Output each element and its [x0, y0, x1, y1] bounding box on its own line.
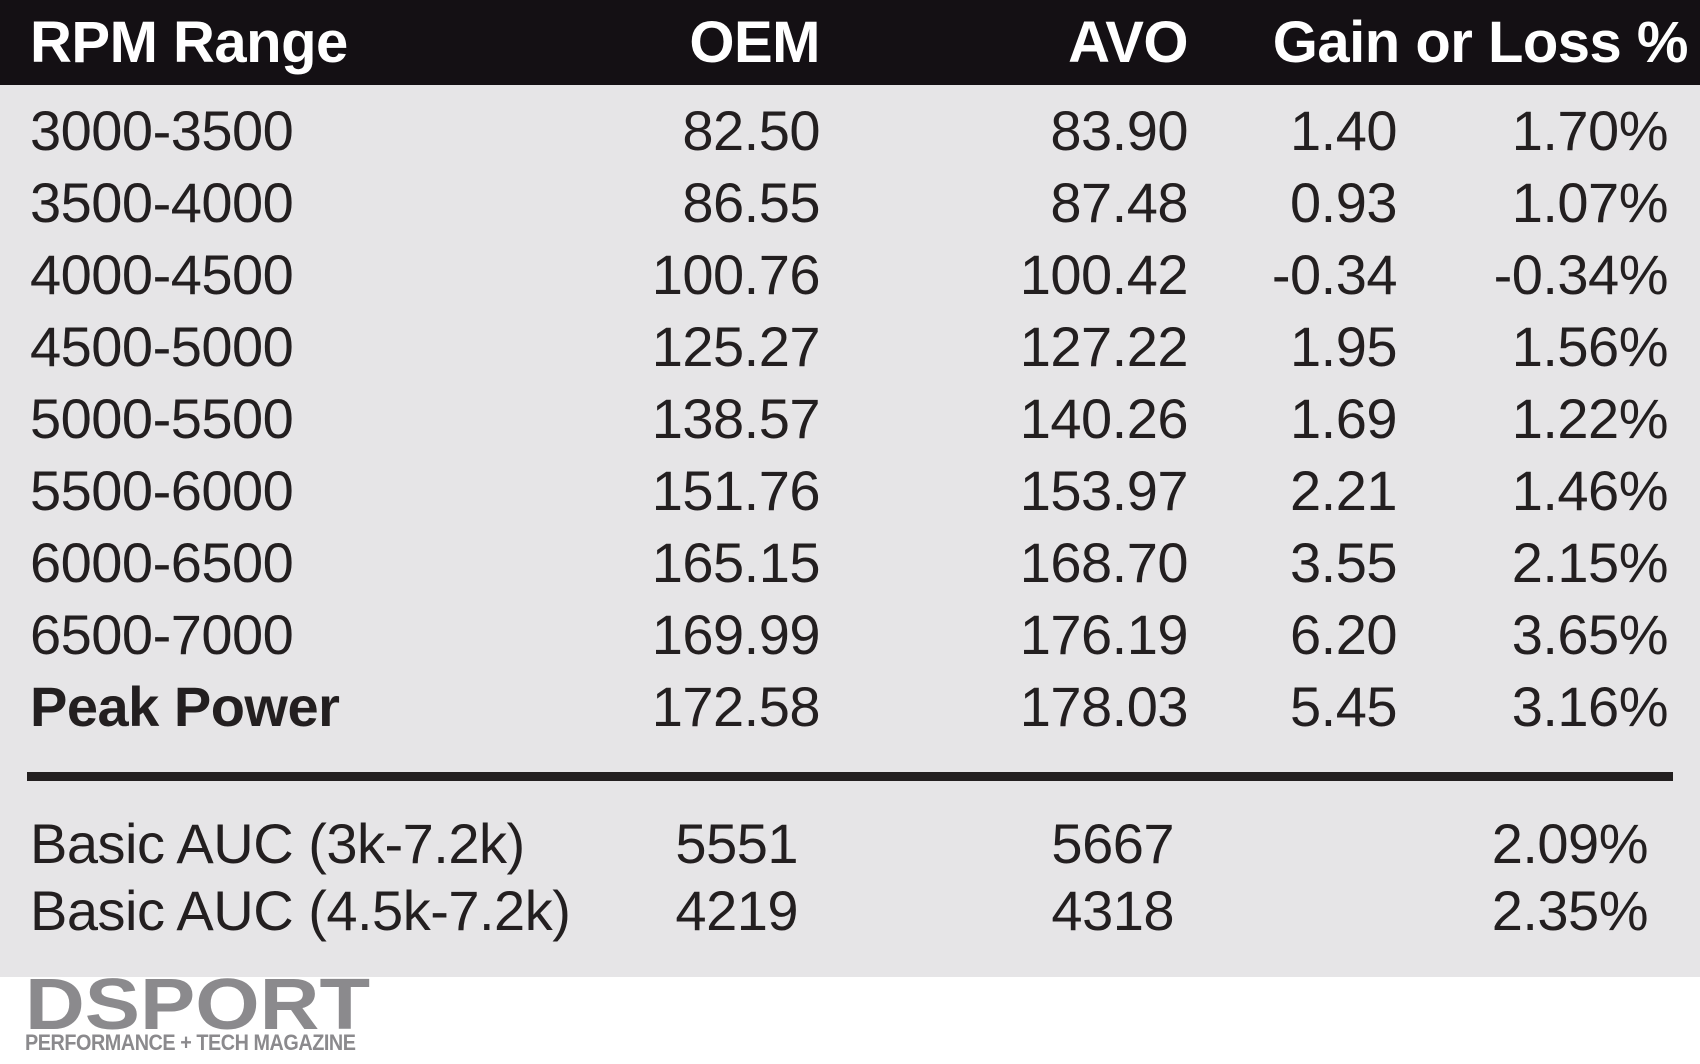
gain-value-cell: 1.95: [1290, 315, 1398, 378]
gain-percent-cell: 1.07%: [1511, 171, 1669, 234]
gain-empty-cell: [1188, 877, 1397, 944]
gain-percent-cell: -0.34%: [1493, 243, 1669, 306]
summary-row: Basic AUC (3k-7.2k) 5551 5667 2.09%: [0, 810, 1700, 877]
gain-percent-cell: 1.70%: [1511, 99, 1669, 162]
table-row: 6500-7000 169.99 176.19 6.20 3.65%: [0, 599, 1700, 671]
summary-row: Basic AUC (4.5k-7.2k) 4219 4318 2.35%: [0, 877, 1700, 944]
table-row: 6000-6500 165.15 168.70 3.55 2.15%: [0, 527, 1700, 599]
footer: DSPORT PERFORMANCE + TECH MAGAZINE: [0, 965, 1700, 1064]
summary-divider-line: [27, 772, 1673, 781]
gain-value-cell: -0.34: [1271, 243, 1398, 306]
rpm-range-cell: 4000-4500: [30, 243, 294, 306]
auc-percent-cell: 2.35%: [1491, 879, 1649, 942]
auc-summary-rows: Basic AUC (3k-7.2k) 5551 5667 2.09% Basi…: [0, 810, 1700, 944]
avo-value-cell: 168.70: [1019, 531, 1189, 594]
table-row: 4500-5000 125.27 127.22 1.95 1.56%: [0, 311, 1700, 383]
gain-percent-cell: 3.16%: [1511, 675, 1669, 738]
oem-value-cell: 86.55: [682, 171, 820, 234]
avo-value-cell: 100.42: [1019, 243, 1189, 306]
column-header-rpm-range: RPM Range: [30, 10, 348, 75]
oem-value-cell: 82.50: [682, 99, 820, 162]
oem-auc-cell: 5551: [675, 812, 798, 875]
table-row: 3500-4000 86.55 87.48 0.93 1.07%: [0, 167, 1700, 239]
gain-value-cell: 1.69: [1290, 387, 1398, 450]
rpm-range-cell: 6000-6500: [30, 531, 294, 594]
table-row: 5500-6000 151.76 153.97 2.21 1.46%: [0, 455, 1700, 527]
table-row: 4000-4500 100.76 100.42 -0.34 -0.34%: [0, 239, 1700, 311]
rpm-range-cell: 5000-5500: [30, 387, 294, 450]
avo-value-cell: 83.90: [1050, 99, 1188, 162]
table-row: Peak Power 172.58 178.03 5.45 3.16%: [0, 671, 1700, 743]
auc-percent-cell: 2.09%: [1491, 812, 1649, 875]
column-header-avo: AVO: [1068, 10, 1188, 75]
avo-auc-cell: 4318: [1051, 879, 1174, 942]
gain-percent-cell: 1.46%: [1511, 459, 1669, 522]
auc-label-cell: Basic AUC (4.5k-7.2k): [30, 879, 571, 942]
dsport-logo-tagline: PERFORMANCE + TECH MAGAZINE: [25, 1030, 356, 1055]
table-header-row: RPM Range OEM AVO Gain or Loss %: [0, 0, 1700, 85]
table-row: 3000-3500 82.50 83.90 1.40 1.70%: [0, 95, 1700, 167]
gain-percent-cell: 1.22%: [1511, 387, 1669, 450]
avo-value-cell: 176.19: [1019, 603, 1189, 666]
avo-auc-cell: 5667: [1051, 812, 1174, 875]
gain-value-cell: 1.40: [1290, 99, 1398, 162]
table-row: 5000-5500 138.57 140.26 1.69 1.22%: [0, 383, 1700, 455]
gain-value-cell: 0.93: [1290, 171, 1398, 234]
oem-value-cell: 169.99: [651, 603, 821, 666]
oem-value-cell: 125.27: [651, 315, 821, 378]
rpm-rows: 3000-3500 82.50 83.90 1.40 1.70% 3500-40…: [0, 95, 1700, 743]
rpm-range-cell: Peak Power: [30, 675, 340, 738]
oem-value-cell: 138.57: [651, 387, 821, 450]
avo-value-cell: 178.03: [1019, 675, 1189, 738]
auc-label-cell: Basic AUC (3k-7.2k): [30, 812, 525, 875]
oem-value-cell: 165.15: [651, 531, 821, 594]
rpm-range-cell: 3000-3500: [30, 99, 294, 162]
rpm-range-cell: 4500-5000: [30, 315, 294, 378]
gain-value-cell: 5.45: [1290, 675, 1398, 738]
gain-value-cell: 3.55: [1290, 531, 1398, 594]
gain-value-cell: 2.21: [1290, 459, 1398, 522]
rpm-range-cell: 5500-6000: [30, 459, 294, 522]
rpm-range-cell: 6500-7000: [30, 603, 294, 666]
column-header-gain-or-loss: Gain or Loss %: [1272, 10, 1689, 75]
avo-value-cell: 153.97: [1019, 459, 1189, 522]
avo-value-cell: 140.26: [1019, 387, 1189, 450]
oem-value-cell: 100.76: [651, 243, 821, 306]
oem-value-cell: 151.76: [651, 459, 821, 522]
dsport-logo: DSPORT PERFORMANCE + TECH MAGAZINE: [25, 965, 1700, 1055]
table-body: 3000-3500 82.50 83.90 1.40 1.70% 3500-40…: [0, 85, 1700, 977]
gain-percent-cell: 2.15%: [1511, 531, 1669, 594]
oem-value-cell: 172.58: [651, 675, 821, 738]
dsport-logo-wordmark: DSPORT: [25, 965, 371, 1045]
gain-empty-cell: [1188, 810, 1397, 877]
avo-value-cell: 127.22: [1019, 315, 1189, 378]
oem-auc-cell: 4219: [675, 879, 798, 942]
avo-value-cell: 87.48: [1050, 171, 1188, 234]
rpm-range-cell: 3500-4000: [30, 171, 294, 234]
column-header-oem: OEM: [689, 10, 820, 75]
gain-percent-cell: 1.56%: [1511, 315, 1669, 378]
gain-percent-cell: 3.65%: [1511, 603, 1669, 666]
gain-value-cell: 6.20: [1290, 603, 1398, 666]
